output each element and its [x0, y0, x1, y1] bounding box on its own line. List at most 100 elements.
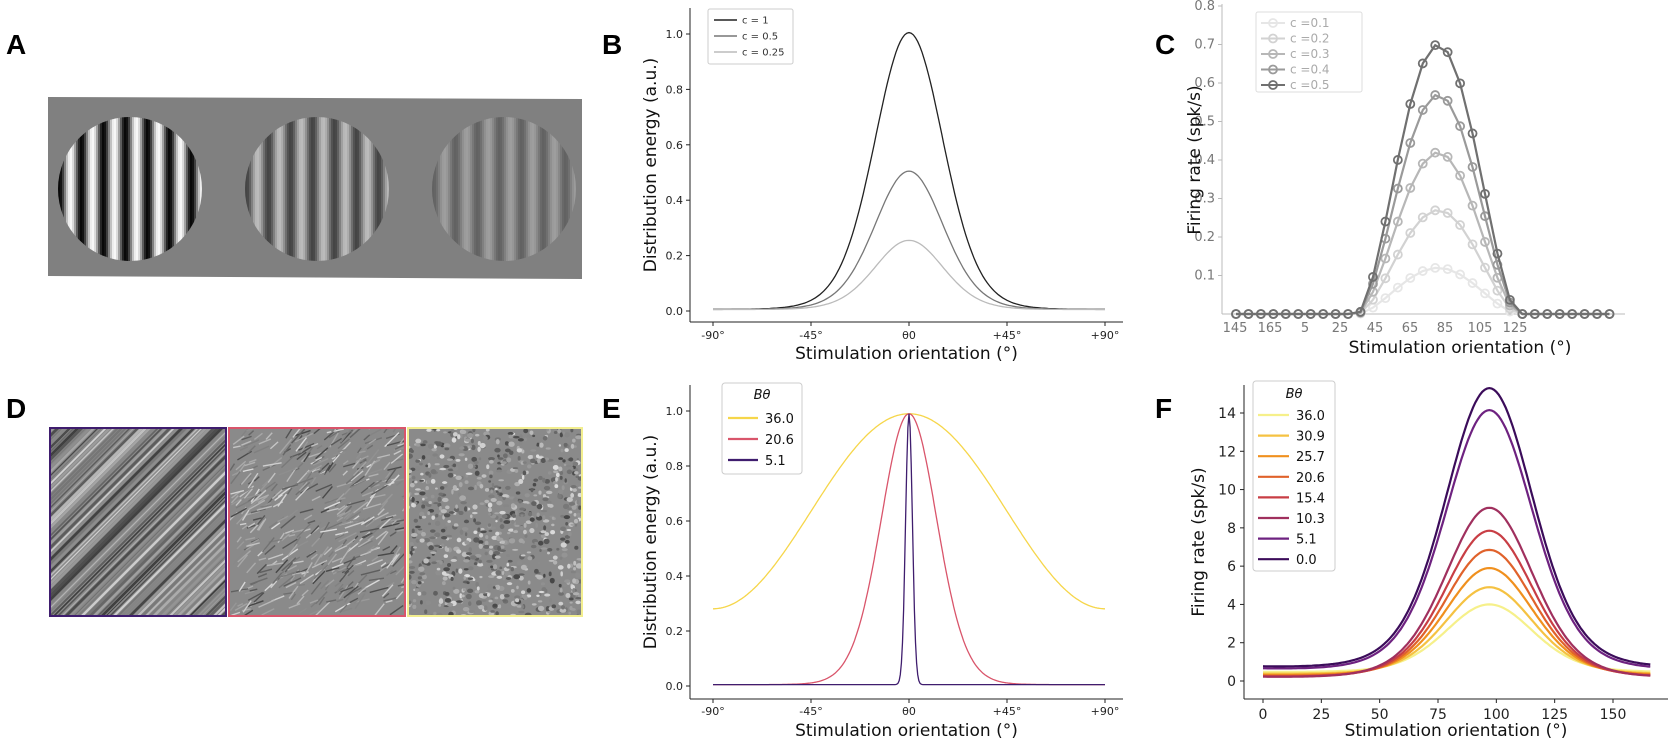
- grating-stripe: [496, 117, 499, 261]
- texture-blob: [519, 507, 526, 511]
- grating-stripe: [436, 117, 439, 261]
- texture-blob: [489, 474, 493, 479]
- texture-blob: [488, 480, 492, 483]
- texture-blob: [443, 464, 450, 469]
- grating-stripe: [458, 117, 461, 261]
- texture-blob: [561, 548, 568, 552]
- texture-stroke: [241, 524, 248, 530]
- texture-stroke: [161, 550, 226, 616]
- texture-stroke: [366, 468, 383, 476]
- texture-stroke: [294, 477, 314, 486]
- texture-blob: [564, 539, 570, 544]
- texture-blob: [572, 587, 576, 594]
- texture-stroke: [345, 511, 362, 522]
- texture-stroke: [349, 597, 359, 604]
- grating-stripe: [283, 117, 286, 261]
- texture-stroke: [385, 468, 397, 484]
- texture-stroke: [346, 499, 365, 507]
- texture-stroke: [362, 503, 382, 510]
- series-marker: [1455, 220, 1465, 230]
- grating-stripe: [534, 117, 537, 261]
- texture-blob: [417, 581, 422, 585]
- texture-blob: [435, 513, 439, 518]
- texture-blob: [430, 494, 435, 499]
- texture-stroke: [50, 428, 215, 594]
- texture-stroke: [50, 428, 207, 586]
- texture-blob: [494, 447, 501, 453]
- series-marker: [1417, 105, 1428, 115]
- texture-blob: [429, 529, 436, 533]
- chart-f-legend: Bθ 36.0 30.9 25.7 20.6 15.4 10.3 5.1 0.0: [1252, 380, 1336, 572]
- texture-blob: [471, 456, 477, 462]
- texture-stroke: [381, 584, 394, 597]
- texture-blob: [430, 469, 437, 475]
- texture-stroke: [242, 468, 254, 473]
- texture-stroke: [232, 445, 241, 449]
- texture-blob: [465, 593, 472, 600]
- texture-stroke: [393, 447, 405, 451]
- texture-blob: [558, 444, 562, 447]
- grating-stripe: [249, 117, 252, 261]
- texture-blob: [492, 564, 498, 570]
- texture-stroke: [342, 607, 353, 613]
- texture-blob: [516, 585, 519, 590]
- texture-stroke: [334, 533, 345, 540]
- series-marker: [1343, 309, 1353, 319]
- texture-blob: [488, 545, 494, 549]
- texture-blob: [573, 560, 577, 566]
- texture-stroke: [360, 481, 375, 494]
- texture-blob: [463, 506, 468, 512]
- texture-stroke: [73, 463, 226, 616]
- grating-stripe: [285, 117, 288, 261]
- grating-stripe: [130, 117, 133, 261]
- texture-blob: [479, 575, 483, 579]
- texture-blob: [415, 443, 421, 447]
- texture-blob: [544, 593, 551, 597]
- texture-stroke: [235, 460, 247, 471]
- texture-stroke: [355, 455, 369, 463]
- texture-blob: [500, 545, 505, 549]
- texture-blob: [570, 428, 574, 433]
- texture-stroke: [50, 428, 187, 566]
- texture-stroke: [354, 593, 366, 610]
- texture-blob: [451, 437, 457, 443]
- texture-blob: [468, 610, 475, 614]
- grating-stripe: [454, 117, 457, 261]
- texture-blob: [455, 458, 461, 462]
- texture-blob: [441, 581, 446, 586]
- texture-stroke: [336, 516, 344, 522]
- texture-blob: [496, 575, 503, 579]
- texture-blob: [422, 440, 428, 444]
- texture-blob: [455, 475, 462, 480]
- texture-stroke: [50, 428, 91, 470]
- texture-stroke: [277, 515, 289, 523]
- texture-blob: [514, 595, 521, 599]
- texture-blob: [560, 571, 563, 577]
- texture-stroke: [342, 460, 349, 465]
- texture-blob: [419, 462, 423, 466]
- texture-blob: [534, 568, 539, 574]
- grating-stripe: [379, 117, 382, 261]
- texture-blob: [531, 603, 537, 606]
- grating-stripe: [287, 117, 290, 261]
- grating-stripe: [548, 117, 551, 261]
- texture-blob: [472, 578, 476, 582]
- grating-stripe: [152, 117, 155, 261]
- texture-blob: [549, 598, 552, 603]
- series-marker: [1467, 239, 1478, 250]
- texture-blob: [418, 528, 423, 531]
- grating-stripe: [490, 117, 493, 261]
- texture-blob: [475, 581, 480, 588]
- y-tick-label: 0.6: [1194, 76, 1215, 91]
- grating-stripe: [140, 117, 143, 261]
- texture-stroke: [389, 604, 404, 616]
- texture-stroke: [357, 539, 371, 548]
- grating-stripe: [253, 117, 256, 261]
- grating-stripe: [146, 117, 149, 261]
- texture-stroke: [247, 591, 264, 601]
- series-marker: [1405, 228, 1416, 238]
- texture-blob: [558, 601, 564, 606]
- texture-stroke: [253, 445, 270, 454]
- texture-blob: [428, 500, 432, 505]
- grating-stripe: [492, 117, 495, 261]
